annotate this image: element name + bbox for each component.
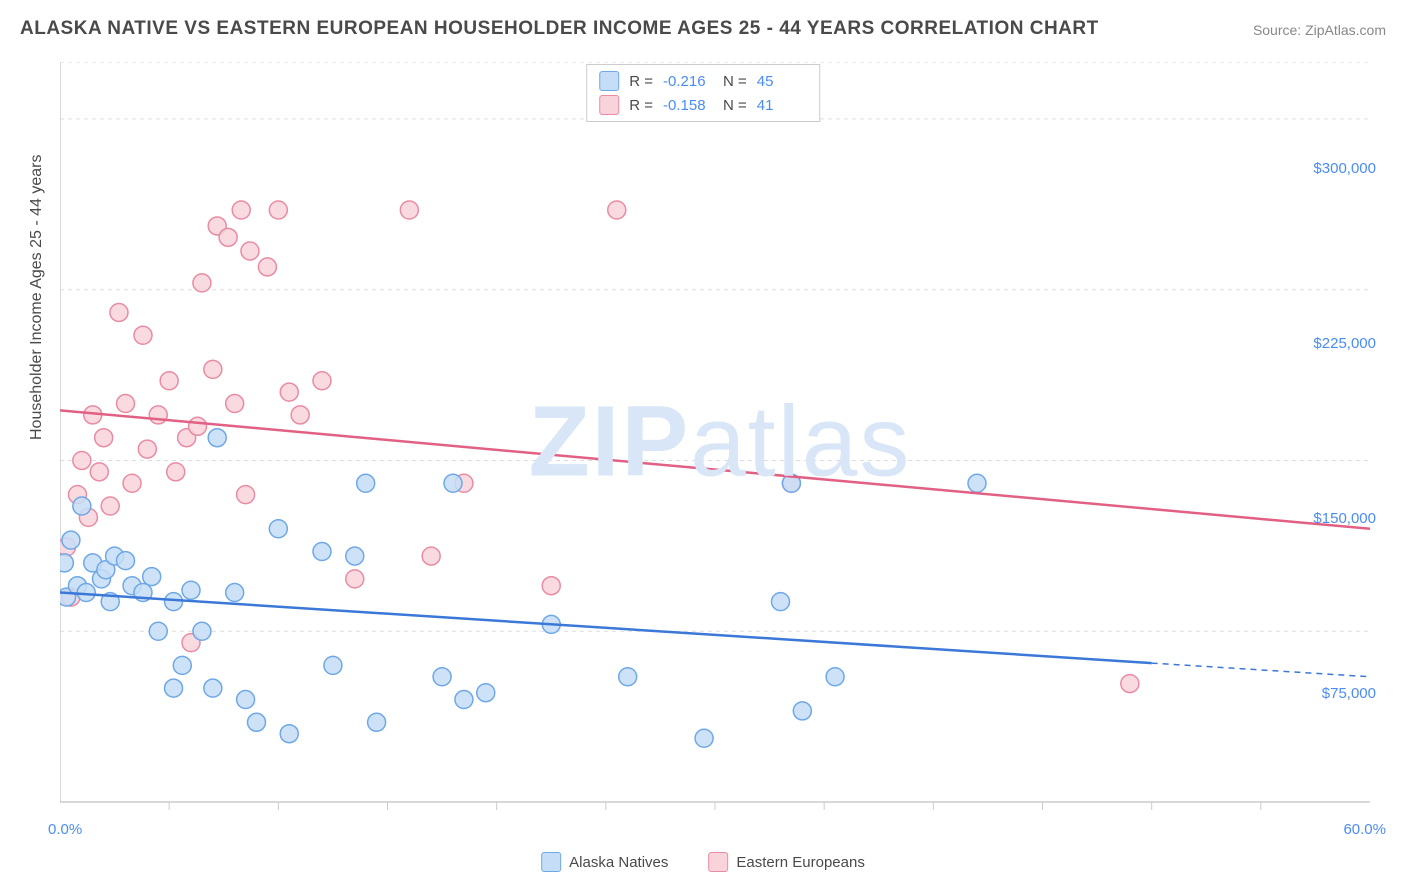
n-value-pink: 41 [757,97,807,114]
legend-item-blue: Alaska Natives [541,852,668,872]
legend-label-blue: Alaska Natives [569,854,668,871]
chart-title: ALASKA NATIVE VS EASTERN EUROPEAN HOUSEH… [20,18,1099,40]
y-tick-2: $225,000 [1313,335,1376,352]
x-tick-min: 0.0% [48,821,82,838]
r-value-blue: -0.216 [663,73,713,90]
x-tick-max: 60.0% [1343,821,1386,838]
n-value-blue: 45 [757,73,807,90]
legend-item-pink: Eastern Europeans [708,852,864,872]
stats-swatch-blue [599,71,619,91]
source-attribution: Source: ZipAtlas.com [1253,22,1386,38]
scatter-plot-svg [60,62,1380,822]
r-value-pink: -0.158 [663,97,713,114]
plot-area: ZIPatlas [60,62,1380,822]
r-label: R = [629,97,653,114]
legend-swatch-pink [708,852,728,872]
n-label: N = [723,97,747,114]
legend: Alaska Natives Eastern Europeans [541,852,865,872]
stats-row-blue: R = -0.216 N = 45 [599,69,807,93]
y-axis-label: Householder Income Ages 25 - 44 years [28,155,46,441]
stats-swatch-pink [599,95,619,115]
legend-swatch-blue [541,852,561,872]
y-tick-3: $300,000 [1313,160,1376,177]
correlation-stats-box: R = -0.216 N = 45 R = -0.158 N = 41 [586,64,820,122]
y-tick-1: $150,000 [1313,510,1376,527]
r-label: R = [629,73,653,90]
chart-container: ALASKA NATIVE VS EASTERN EUROPEAN HOUSEH… [0,0,1406,892]
stats-row-pink: R = -0.158 N = 41 [599,93,807,117]
legend-label-pink: Eastern Europeans [736,854,864,871]
y-tick-0: $75,000 [1322,685,1376,702]
n-label: N = [723,73,747,90]
